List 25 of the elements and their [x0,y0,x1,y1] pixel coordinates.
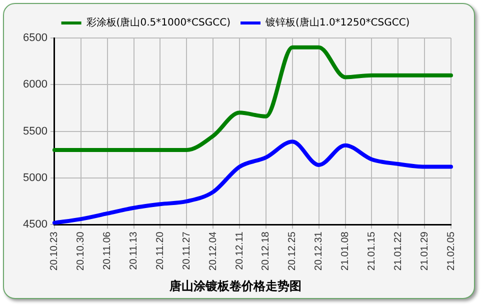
legend-label: 镀锌板(唐山1.0*1250*CSGCC) [264,16,410,29]
x-tick-label: 20.12.31 [314,231,325,271]
x-tick-label: 20.11.13 [128,231,140,270]
line-series [52,45,453,152]
x-tick-label: 21.02.05 [446,231,457,271]
x-tick-label: 20.12.25 [287,231,298,271]
x-tick-label: 21.01.15 [366,231,378,271]
x-tick-label: 20.12.04 [208,231,219,271]
x-tick-label: 20.10.23 [49,231,60,271]
y-tick-label: 6500 [22,32,48,44]
x-tick-label: 20.11.06 [102,231,114,270]
legend-label: 彩涂板(唐山0.5*1000*CSGCC) [86,16,231,29]
y-tick-label: 4500 [22,218,48,231]
x-tick-label: 20.10.30 [76,231,87,271]
x-tick-label: 20.12.11 [234,231,246,270]
text: 唐山涂镀板卷价格走势图 [168,278,302,293]
x-tick-label: 20.11.27 [181,231,192,270]
y-tick-label: 5500 [22,125,48,138]
x-tick-label: 21.01.29 [419,231,430,271]
y-tick-label: 5000 [22,172,48,184]
x-tick-label: 21.01.22 [392,231,404,271]
y-tick-label: 6000 [22,78,48,91]
x-tick-label: 20.12.18 [260,231,272,271]
x-tick-label: 21.01.08 [340,231,352,271]
x-tick-label: 20.11.20 [154,231,166,270]
